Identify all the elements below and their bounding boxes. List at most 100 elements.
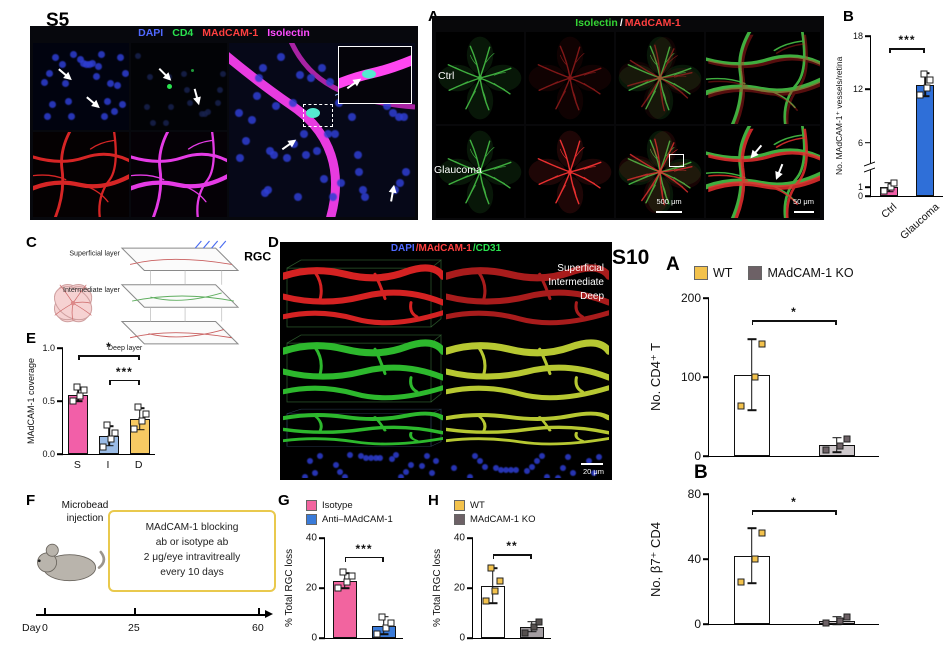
data-point <box>482 597 490 604</box>
nucleus-dot <box>398 474 405 478</box>
nucleus-dot <box>77 56 85 64</box>
row-label-glaucoma: Glaucoma <box>434 164 482 176</box>
y-tick-mark <box>865 35 871 37</box>
magenta-vessels <box>131 132 227 217</box>
x-tick-text: Glaucoma <box>898 201 942 242</box>
data-point <box>822 446 830 454</box>
legend-s10: WT MAdCAM-1 KO <box>694 266 854 280</box>
legend-dapi: DAPI <box>138 27 164 39</box>
nucleus-dot <box>277 53 286 62</box>
nucleus-dot <box>64 97 72 105</box>
nucleus-dot <box>337 468 344 475</box>
panel-label-g: G <box>278 492 290 509</box>
panel-d-micrograph: DAPI /MAdCAM-1 /CD31 Superficial Interme… <box>280 242 612 480</box>
nucleus-dot <box>555 474 562 478</box>
y-tick-mark <box>703 623 709 625</box>
nucleus-dot <box>104 97 112 105</box>
y-tick-label: 40 <box>305 532 317 544</box>
row-label-ctrl: Ctrl <box>438 70 455 82</box>
y-tick-label: 0 <box>694 449 701 463</box>
nucleus-dot <box>67 113 75 121</box>
y-tick-mark <box>865 141 871 144</box>
panel-label-f: F <box>26 492 36 509</box>
panel-label-s10a: A <box>666 254 680 275</box>
legend-label: Isotype <box>322 500 353 511</box>
y-axis-ticks: 0 20 40 <box>284 533 319 644</box>
y-tick-label: 0.0 <box>42 449 55 459</box>
layer-label-deep: Deep layer <box>108 344 143 352</box>
significance-bracket <box>344 556 384 561</box>
data-point <box>822 619 830 627</box>
data-point <box>887 183 895 191</box>
nucleus-dot <box>363 454 369 461</box>
data-point <box>880 187 888 195</box>
data-point <box>836 617 844 625</box>
nucleus-dot <box>234 109 243 118</box>
nucleus-dot <box>394 112 403 121</box>
nucleus-dot <box>569 470 576 477</box>
tube-render <box>446 333 609 406</box>
y-tick-label: 40 <box>687 552 701 566</box>
legend-cd4: CD4 <box>172 27 194 39</box>
y-axis-ticks: 0 40 80 <box>648 487 703 631</box>
x-tick-text: S <box>73 459 81 471</box>
timeline-tick <box>258 608 260 615</box>
panel-label-s10b: B <box>694 462 708 483</box>
panel-label-c: C <box>26 234 37 251</box>
error-bar-cap <box>527 630 536 633</box>
data-point <box>737 578 745 586</box>
data-point <box>758 340 766 348</box>
data-point <box>69 397 77 405</box>
y-axis-ticks: 0 20 40 <box>432 533 467 644</box>
error-bar-cap <box>884 181 894 184</box>
nucleus-dot <box>329 192 338 201</box>
plot-area: * *** <box>57 340 155 455</box>
arrow-icon <box>58 68 71 80</box>
nucleus-dot <box>372 455 379 462</box>
nucleus-dot <box>52 54 60 62</box>
glaucoma-isolectin-retina <box>436 126 524 218</box>
nucleus-dot <box>383 102 392 111</box>
nucleus-dot <box>401 168 410 177</box>
data-point <box>926 76 934 84</box>
nucleus-dot <box>419 462 425 469</box>
arrow-icon <box>158 68 171 81</box>
nucleus-dot <box>560 464 567 471</box>
significance-label: *** <box>355 541 373 556</box>
arrow-icon <box>193 88 200 104</box>
data-point <box>751 555 759 563</box>
significance-label: * <box>106 340 112 355</box>
y-tick-label: 12 <box>852 84 863 95</box>
retina-mount <box>526 32 614 124</box>
data-point <box>487 564 495 572</box>
s5-stain-legend: DAPI CD4 MAdCAM-1 Isolectin <box>30 27 418 39</box>
data-point <box>491 587 499 594</box>
arrow-icon <box>86 96 99 108</box>
x-tick-label: I <box>107 459 110 471</box>
nucleus-dot <box>242 136 251 145</box>
chart-rgc-loss-antibody: % Total RGC loss 0 20 40 *** <box>284 498 420 658</box>
nucleus-dot <box>266 147 275 156</box>
y-tick-mark <box>703 455 709 457</box>
red-vessels <box>33 132 129 217</box>
panel-label-d: D <box>268 234 279 251</box>
nucleus-dot <box>247 116 256 125</box>
data-point <box>76 392 84 400</box>
s5-dapi-tile <box>33 43 129 130</box>
ctrl-madcam1-retina <box>526 32 614 124</box>
legend-item-madcam-ko: MAdCAM-1 KO <box>454 514 535 525</box>
y-tick-mark <box>703 558 709 560</box>
nucleus-dot <box>359 185 368 194</box>
nucleus-dot <box>342 474 349 478</box>
nucleus-dot <box>162 119 169 126</box>
nucleus-dot <box>377 454 384 461</box>
nucleus-dot <box>433 458 440 465</box>
x-axis-labels: Ctrl Glaucoma <box>870 199 942 242</box>
treatment-line3: 2 μg/eye intravitreally <box>143 552 241 563</box>
nucleus-dot <box>258 63 267 72</box>
data-point <box>382 624 390 632</box>
nucleus-dot <box>110 108 118 116</box>
data-point <box>348 572 356 579</box>
nucleus-dot <box>367 455 374 462</box>
